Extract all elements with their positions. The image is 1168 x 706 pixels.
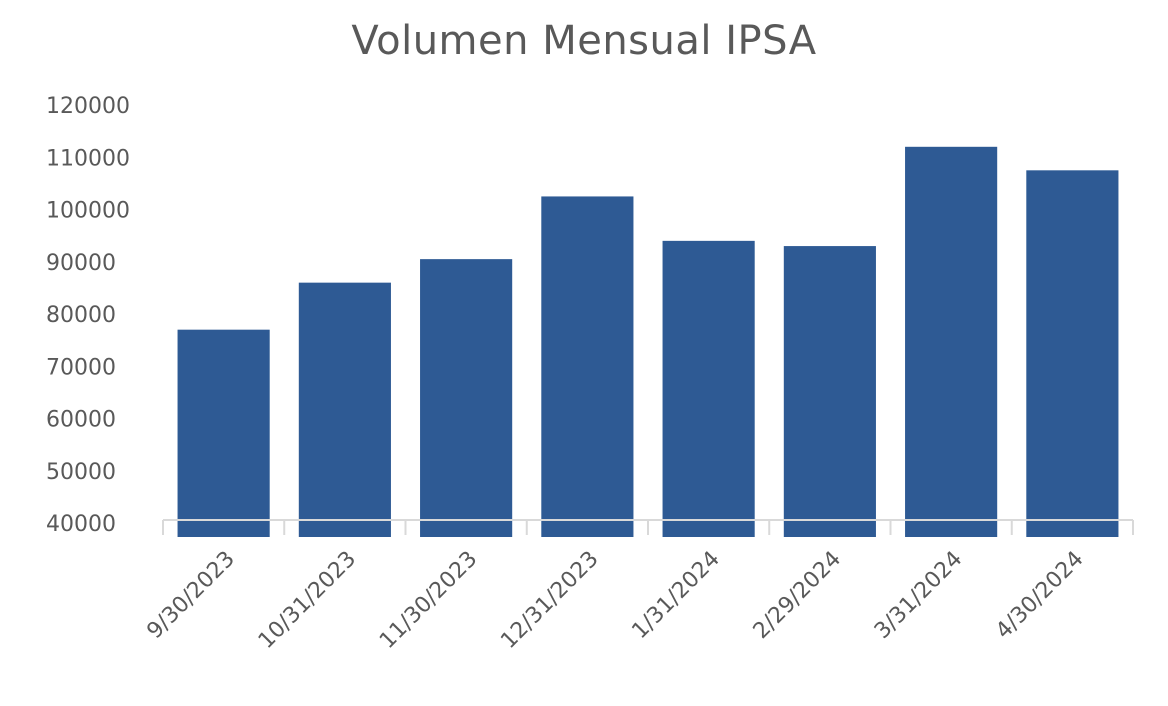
bar bbox=[905, 146, 998, 538]
y-axis: 40000 50000 60000 70000 80000 90000 100000 1100… bbox=[46, 94, 130, 537]
y-tick-label: 110000 bbox=[46, 146, 130, 171]
bar bbox=[662, 240, 755, 537]
x-tick-label: 3/31/2024 bbox=[870, 547, 967, 644]
x-tick-label: 1/31/2024 bbox=[627, 547, 724, 644]
y-tick-label: 90000 bbox=[46, 251, 116, 276]
bar bbox=[298, 282, 391, 537]
y-tick-label: 120000 bbox=[46, 94, 130, 119]
y-tick-label: 60000 bbox=[46, 408, 116, 433]
y-tick-label: 80000 bbox=[46, 303, 116, 328]
x-tick-label: 2/29/2024 bbox=[749, 547, 846, 644]
x-tick-label: 9/30/2023 bbox=[142, 547, 239, 644]
bar bbox=[541, 196, 634, 537]
y-tick-label: 100000 bbox=[46, 199, 130, 224]
x-tick-label: 12/31/2023 bbox=[496, 547, 603, 654]
bar bbox=[1026, 170, 1119, 537]
bar bbox=[420, 259, 513, 537]
y-tick-label: 40000 bbox=[46, 512, 116, 537]
y-tick-label: 50000 bbox=[46, 460, 116, 485]
bar bbox=[783, 246, 876, 537]
x-tick-label: 10/31/2023 bbox=[254, 547, 361, 654]
bar bbox=[177, 329, 270, 537]
y-tick-label: 70000 bbox=[46, 355, 116, 380]
x-tick-label: 11/30/2023 bbox=[375, 547, 482, 654]
chart-title: Volumen Mensual IPSA bbox=[351, 18, 817, 64]
x-tick-label: 4/30/2024 bbox=[991, 547, 1088, 644]
bars bbox=[177, 146, 1119, 538]
x-axis: 9/30/2023 10/31/2023 11/30/2023 12/31/2023 1… bbox=[142, 519, 1134, 654]
